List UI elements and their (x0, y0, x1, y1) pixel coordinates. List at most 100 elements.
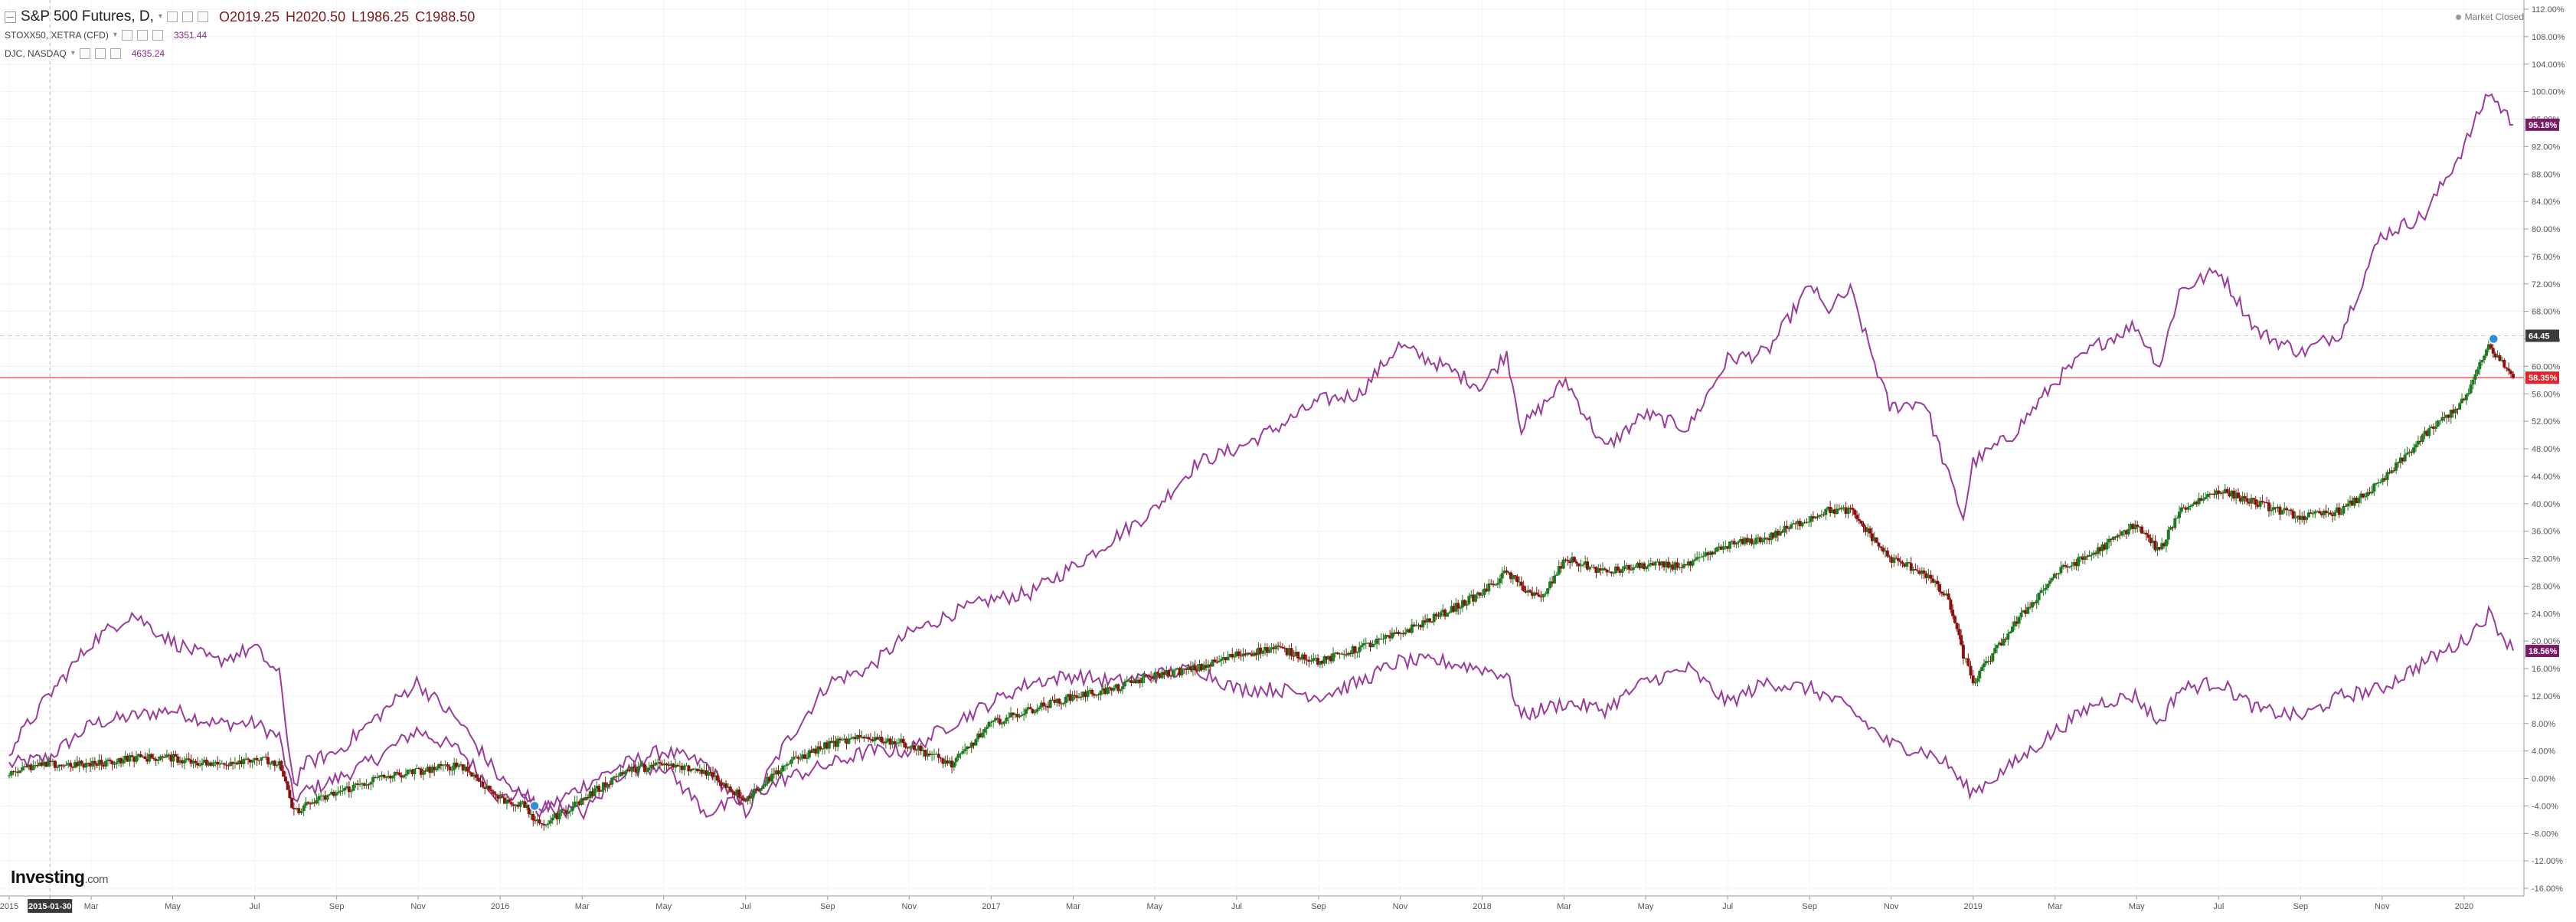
candle-body (904, 743, 907, 748)
candle-body (1028, 707, 1032, 710)
y-tick-label: 36.00% (2532, 528, 2561, 537)
candle-body (1221, 657, 1225, 659)
y-tick-label: 100.00% (2532, 88, 2565, 97)
collapse-icon[interactable] (5, 11, 16, 23)
candle-body (825, 742, 829, 749)
legend-main-row[interactable]: S&P 500 Futures, D, ▾ O2019.25 H2020.50 L1… (5, 8, 481, 26)
candle-body (216, 761, 220, 765)
candle-body (1515, 576, 1519, 582)
candle-body (606, 784, 610, 787)
chevron-down-icon[interactable]: ▾ (70, 49, 75, 57)
candle-body (358, 784, 362, 786)
candle-body (1156, 672, 1159, 674)
candle-body (280, 760, 283, 771)
candle-body (1980, 667, 1984, 672)
candle-body (2065, 566, 2069, 568)
candle-body (1864, 527, 1868, 532)
candle-body (503, 797, 507, 804)
candle-body (1060, 703, 1064, 705)
candle-body (126, 755, 129, 762)
candle-body (2480, 360, 2484, 362)
eye-icon[interactable] (121, 30, 132, 41)
candle-body (1358, 646, 1362, 652)
candle-body (2109, 538, 2113, 541)
close-icon[interactable] (110, 48, 121, 59)
eye-icon[interactable] (79, 48, 90, 59)
candle-body (1031, 709, 1035, 714)
x-tick-label: Jul (1722, 902, 1733, 911)
candle-body (1424, 620, 1427, 623)
settings-icon[interactable] (94, 48, 106, 59)
candle-body (82, 763, 86, 768)
legend-series2-row[interactable]: STOXX50, XETRA (CFD) ▾ 3351.44 (5, 26, 481, 44)
candle-body (2451, 410, 2455, 414)
candle-body (2425, 430, 2429, 436)
candle-body (489, 790, 493, 792)
candle-body (312, 802, 316, 804)
candle-body (1314, 658, 1318, 659)
candle-body (1055, 698, 1059, 703)
chevron-down-icon[interactable]: ▾ (113, 31, 117, 39)
candle-body (776, 770, 780, 775)
candle-body (1373, 643, 1377, 645)
legend-series3-row[interactable]: DJC, NASDAQ ▾ 4635.24 (5, 44, 481, 63)
candle-body (2156, 547, 2159, 551)
candle-body (871, 739, 874, 741)
chevron-down-icon[interactable]: ▾ (158, 12, 162, 21)
candle-body (1937, 584, 1941, 592)
candle-body (1870, 533, 1874, 541)
candle-body (198, 765, 202, 767)
close-icon[interactable] (152, 30, 163, 41)
candle-body (42, 761, 46, 766)
candle-body (853, 737, 857, 740)
candle-body (992, 720, 995, 722)
candle-body (1116, 684, 1120, 692)
candle-body (354, 783, 358, 785)
candle-body (2228, 492, 2231, 497)
candle-body (428, 767, 432, 773)
candle-body (814, 748, 818, 754)
eye-icon[interactable] (166, 11, 178, 22)
candle-body (1257, 647, 1260, 656)
candle-body (1747, 538, 1751, 543)
candle-body (994, 718, 998, 721)
grid-layer (0, 0, 2524, 896)
series3-name[interactable]: DJC, NASDAQ (5, 48, 67, 59)
candle-body (255, 757, 259, 760)
candle-body (1407, 629, 1411, 633)
candle-body (2191, 504, 2195, 506)
candle-body (1656, 561, 1659, 563)
series2-name[interactable]: STOXX50, XETRA (CFD) (5, 30, 109, 41)
candle-body (106, 759, 110, 761)
y-tick-label: 4.00% (2532, 747, 2555, 757)
candle-body (1280, 646, 1284, 649)
candle-body (2458, 403, 2462, 410)
settings-icon[interactable] (136, 30, 148, 41)
candle-body (2243, 496, 2247, 499)
main-series-name[interactable]: S&P 500 Futures, D, (21, 8, 154, 25)
price-tag-djc: 18.56% (2529, 647, 2558, 656)
candle-body (2131, 524, 2135, 530)
candle-body (516, 804, 520, 807)
candle-body (1061, 703, 1065, 705)
close-icon[interactable] (197, 11, 208, 22)
candle-body (1631, 567, 1635, 571)
candle-body (2225, 489, 2229, 493)
candle-body (404, 774, 407, 776)
candle-body (1110, 688, 1113, 691)
y-tick-label: -16.00% (2532, 884, 2563, 894)
candle-body (1202, 665, 1206, 670)
candle-body (1094, 694, 1098, 696)
candle-body (2438, 420, 2442, 422)
candle-body (2241, 496, 2244, 502)
y-tick-label: 52.00% (2532, 417, 2561, 427)
series-line-djc (8, 93, 2514, 819)
candle-body (1931, 578, 1935, 583)
candle-body (2324, 510, 2328, 513)
candle-body (1193, 665, 1197, 671)
candle-body (2179, 507, 2183, 512)
candle-body (707, 772, 711, 776)
settings-icon[interactable] (181, 11, 193, 22)
